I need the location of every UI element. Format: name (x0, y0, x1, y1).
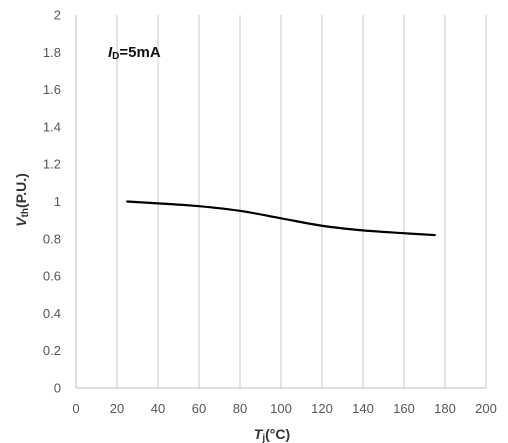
y-tick-label: 1.6 (43, 82, 61, 97)
series-line (126, 200, 436, 237)
condition-annotation: ID=5mA (108, 44, 161, 62)
annotation-sub: D (112, 51, 119, 62)
y-tick-label: 0.4 (43, 306, 61, 321)
x-tick-labels: 0 20 40 60 80 100 120 140 160 180 200 (72, 401, 496, 416)
x-tick-label: 80 (233, 401, 247, 416)
y-tick-label: 2 (54, 8, 61, 23)
y-tick-label: 1.8 (43, 45, 61, 60)
grid (116, 15, 487, 388)
y-tick-labels: 0 0.2 0.4 0.6 0.8 1 1.2 1.4 1.6 1.8 2 (43, 8, 61, 396)
x-tick-label: 60 (192, 401, 206, 416)
x-tick-label: 100 (270, 401, 292, 416)
ylabel-main: V (13, 216, 29, 227)
x-tick-label: 40 (151, 401, 165, 416)
x-tick-label: 180 (434, 401, 456, 416)
ylabel-rest: (P.U.) (13, 173, 29, 208)
y-tick-label: 1.4 (43, 119, 61, 134)
y-tick-label: 1 (54, 194, 61, 209)
annotation-main: I (108, 44, 113, 61)
y-tick-label: 0.6 (43, 269, 61, 284)
x-tick-label: 160 (393, 401, 415, 416)
y-tick-label: 1.2 (43, 157, 61, 172)
x-tick-label: 120 (311, 401, 333, 416)
y-tick-label: 0 (54, 381, 61, 396)
x-axis-title: Tj(°C) (254, 426, 290, 443)
y-tick-label: 0.8 (43, 231, 61, 246)
series (126, 200, 436, 237)
xlabel-main: T (254, 426, 264, 442)
x-tick-label: 20 (110, 401, 124, 416)
x-tick-label: 0 (72, 401, 79, 416)
xlabel-sub: j (261, 433, 265, 443)
x-tick-label: 140 (352, 401, 374, 416)
x-tick-label: 200 (475, 401, 497, 416)
y-axis-title: Vth(P.U.) (13, 173, 31, 227)
y-tick-label: 0.2 (43, 343, 61, 358)
annotation-rest: =5mA (119, 44, 160, 61)
xlabel-rest: (°C) (265, 426, 290, 442)
ylabel-sub: th (20, 208, 31, 217)
axes (75, 15, 486, 389)
